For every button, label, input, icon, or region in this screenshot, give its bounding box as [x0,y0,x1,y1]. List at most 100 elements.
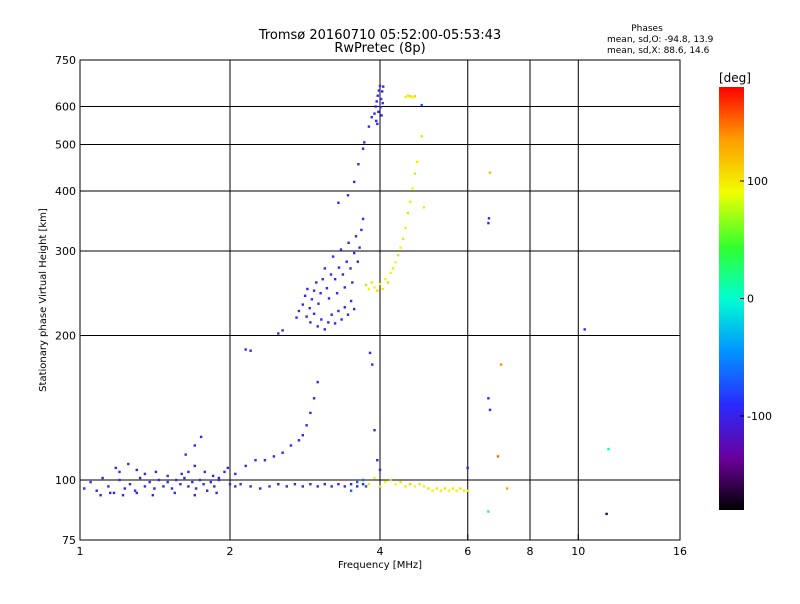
data-point-o-mode [364,485,368,488]
y-tick-label: 600 [55,101,76,114]
data-points [83,84,610,516]
data-point-x-mode [397,254,400,257]
y-tick-label: 400 [55,185,76,198]
x-axis-label: Frequency [MHz] [338,560,422,571]
data-point-o-mode [354,235,358,238]
data-point-x-mode [411,187,414,190]
data-point-o-mode [370,116,373,119]
data-point-o-mode [306,287,309,291]
data-point-o-mode [380,114,383,117]
colorbar-gradient [719,87,744,510]
data-point-o-mode [337,309,340,313]
data-point-x-mode [367,483,371,486]
data-point-o-mode [112,491,116,495]
data-point-x-mode [411,96,414,99]
data-point-o-mode [249,485,252,488]
data-point-x-mode [406,211,410,215]
data-point-o-mode [148,480,151,484]
data-point-o-mode [356,485,359,488]
data-point-o-mode [215,491,218,495]
data-point-x-mode [404,95,407,99]
data-point-o-mode [316,325,319,328]
data-point-o-mode [316,380,319,384]
data-point-o-mode [281,329,284,332]
data-point-o-mode [323,267,326,270]
data-point-o-mode [118,470,121,474]
data-point-o-mode [157,478,161,482]
data-point-o-mode [180,472,183,476]
data-point-o-mode [316,485,319,488]
data-point-x-mode [409,95,412,98]
data-point-o-mode [379,97,383,101]
data-point-o-mode [367,125,371,128]
chart-subtitle: RwPretec (8p) [334,41,425,56]
data-point-o-mode [203,470,206,474]
data-point-x-mode [389,271,392,275]
data-point-x-mode [487,510,490,513]
data-point-o-mode [127,462,130,466]
data-point-x-mode [401,237,405,241]
data-point-o-mode [488,408,492,412]
x-tick-label: 10 [571,545,585,558]
stats-x-mode: mean, sd,X: 88.6, 14.6 [607,46,710,56]
data-point-o-mode [378,84,382,88]
data-point-o-mode [340,318,343,321]
data-point-o-mode [135,468,138,472]
plot-area: 1 2 4 6 8 10 16 75 100 200 300 400 500 600 750 [55,54,687,558]
data-point-o-mode [226,466,229,470]
x-tick-label: 16 [673,545,687,558]
data-point-o-mode [335,292,339,295]
data-point-o-mode [346,313,350,316]
x-tick-label: 2 [227,545,234,558]
data-point-x-mode [466,489,469,492]
data-point-x-mode [384,480,387,484]
data-point-o-mode [107,485,110,488]
data-point-o-mode [356,260,359,263]
data-point-x-mode [406,94,410,97]
data-point-x-mode [462,489,466,492]
data-point-o-mode [133,489,137,492]
data-point-o-mode [109,491,112,495]
data-point-o-mode [353,180,356,184]
data-point-o-mode [361,483,365,486]
data-point-x-mode [386,281,390,284]
data-point-o-mode [327,297,331,300]
data-point-o-mode [343,485,346,488]
data-point-o-mode [239,483,242,486]
data-point-o-mode [331,255,335,258]
data-point-o-mode [323,483,326,486]
data-point-o-mode [268,485,271,488]
data-point-o-mode [349,267,352,270]
data-point-o-mode [179,483,182,486]
data-point-o-mode [487,221,490,225]
data-point-o-mode [487,397,490,400]
data-point-o-mode [375,119,378,123]
colorbar-tick-label: -100 [747,410,772,423]
data-point-o-mode [325,287,329,290]
data-point-o-mode [337,266,341,269]
data-point-o-mode [305,315,308,318]
data-point-x-mode [409,200,412,203]
data-point-o-mode [89,480,92,484]
data-point-x-mode [373,286,376,289]
data-point-o-mode [285,485,288,488]
data-point-x-mode [459,487,462,490]
data-point-o-mode [376,94,379,97]
data-point-o-mode [583,328,586,331]
data-point-o-mode [259,487,262,490]
data-point-o-mode [376,122,379,126]
data-point-o-mode [346,194,350,197]
data-point-o-mode [191,480,194,484]
data-point-o-mode [154,470,158,474]
data-point-x-mode [607,447,610,451]
data-point-o-mode [360,228,363,232]
data-point-x-mode [378,485,382,488]
data-point-o-mode [217,476,221,480]
x-tick-label: 4 [377,545,384,558]
data-point-o-mode [121,494,125,497]
data-point-o-mode [309,411,312,415]
x-tick-label: 1 [77,545,84,558]
data-point-o-mode [341,273,345,276]
data-point-o-mode [361,217,365,221]
data-point-o-mode [135,491,138,495]
